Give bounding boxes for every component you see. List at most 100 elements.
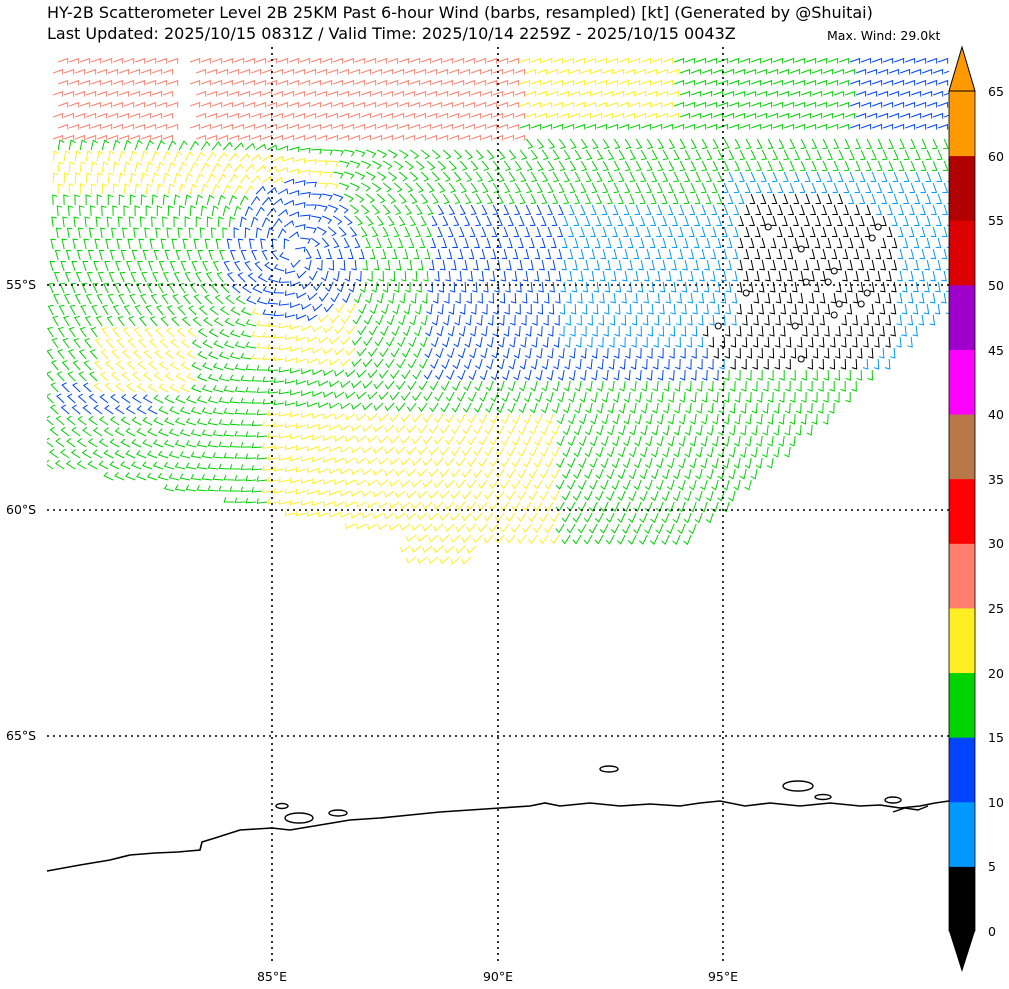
wind-barb: [163, 152, 170, 161]
wind-barb: [691, 392, 697, 402]
wind-barb: [908, 271, 913, 281]
wind-barb: [788, 205, 793, 215]
wind-barb: [504, 326, 509, 336]
wind-barb: [897, 315, 902, 325]
wind-barb: [234, 103, 244, 108]
wind-barb: [759, 304, 764, 314]
wind-barb: [297, 467, 307, 472]
wind-barb: [674, 125, 684, 130]
wind-barb: [816, 194, 821, 204]
wind-barb: [143, 250, 148, 260]
wind-barb: [401, 458, 410, 465]
wind-barb: [713, 370, 718, 380]
wind-barb: [754, 293, 759, 303]
wind-barb: [337, 282, 344, 292]
wind-barb: [796, 403, 801, 413]
wind-barb: [748, 260, 753, 270]
wind-barb: [516, 304, 521, 314]
wind-barb: [530, 403, 537, 413]
wind-barb: [935, 304, 940, 314]
wind-barb: [324, 501, 334, 506]
wind-barb: [518, 447, 526, 456]
wind-barb: [520, 125, 530, 130]
wind-barb: [456, 502, 465, 509]
wind-barb: [166, 373, 175, 381]
wind-barb: [146, 306, 152, 316]
wind-barb: [550, 282, 555, 292]
wind-barb: [102, 162, 108, 172]
wind-barb: [242, 330, 252, 337]
wind-barb: [201, 125, 211, 130]
wind-barb: [121, 439, 130, 447]
wind-barb: [247, 319, 257, 326]
wind-barb: [225, 341, 234, 348]
wind-barb: [469, 249, 474, 259]
wind-barb: [57, 206, 62, 216]
wind-barb: [366, 172, 375, 180]
wind-barb: [394, 227, 399, 237]
wind-barb: [674, 425, 680, 435]
wind-barb: [669, 139, 674, 149]
wind-barb: [575, 172, 580, 182]
wind-barb: [407, 447, 416, 454]
wind-barb: [634, 458, 641, 468]
wind-barb: [506, 535, 515, 543]
wind-barb: [407, 535, 417, 541]
wind-barb: [669, 348, 674, 358]
wind-barb: [531, 172, 536, 182]
wind-barb: [432, 315, 438, 325]
wind-barb: [197, 441, 207, 447]
wind-barb: [626, 326, 631, 336]
wind-barb: [278, 229, 286, 238]
wind-barb: [795, 103, 805, 108]
wind-barb: [585, 469, 593, 478]
wind-barb: [64, 195, 69, 205]
wind-barb: [379, 480, 389, 486]
wind-barb: [286, 268, 296, 273]
wind-barb: [330, 315, 339, 323]
wind-barb: [223, 59, 233, 64]
wind-barb: [424, 370, 432, 379]
wind-barb: [590, 227, 595, 237]
wind-barb: [838, 194, 843, 204]
wind-barb: [547, 205, 552, 215]
wind-barb: [849, 172, 854, 182]
wind-barb: [56, 438, 64, 447]
wind-barb: [572, 260, 577, 270]
wind-barb: [317, 227, 326, 235]
colorbar-segment: [949, 608, 975, 673]
wind-barb: [311, 172, 321, 177]
lon-label-90e: 90°E: [483, 969, 513, 984]
wind-barb: [611, 271, 616, 281]
wind-barb: [203, 363, 212, 371]
wind-barb: [50, 427, 58, 436]
wind-barb: [289, 59, 299, 64]
wind-barb: [770, 304, 775, 314]
wind-barb: [575, 125, 585, 130]
wind-barb: [97, 136, 107, 141]
wind-barb: [585, 425, 592, 435]
wind-barb: [426, 227, 431, 237]
wind-barb: [152, 195, 157, 205]
wind-barb: [168, 141, 176, 150]
wind-barb: [194, 239, 199, 249]
wind-barb: [192, 362, 201, 370]
wind-barb: [414, 348, 422, 357]
wind-barb: [614, 370, 620, 380]
wind-barb: [465, 172, 471, 182]
wind-barb: [753, 337, 758, 347]
wind-barb: [401, 546, 411, 552]
wind-barb: [192, 429, 202, 436]
wind-barb: [591, 370, 597, 380]
wind-barb: [441, 238, 446, 248]
wind-barb: [640, 194, 645, 204]
wind-barb: [503, 227, 508, 237]
wind-barb: [157, 184, 163, 194]
wind-barb: [597, 172, 602, 182]
wind-barb: [127, 406, 136, 414]
wind-barb: [273, 92, 283, 97]
wind-barb: [780, 348, 785, 358]
wind-barb: [631, 359, 636, 369]
wind-barb: [783, 194, 788, 204]
wind-barb: [756, 161, 761, 171]
